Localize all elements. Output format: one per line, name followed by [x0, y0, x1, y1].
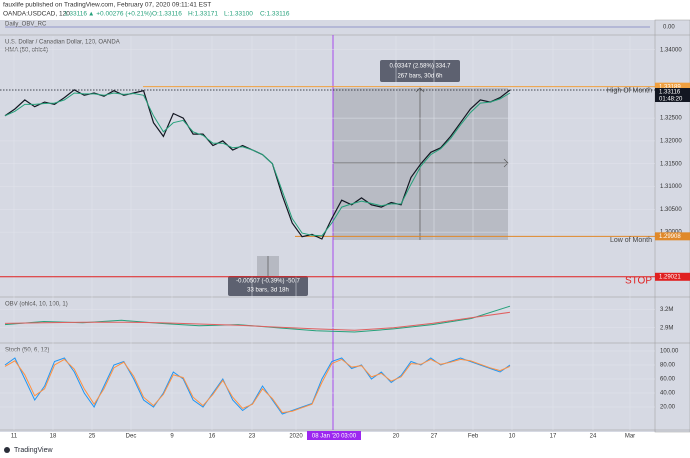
level-label-box [655, 82, 690, 91]
x-tick-label: Feb [468, 434, 479, 440]
y-tick-label: 1.34000 [660, 47, 682, 53]
x-tick-label: 20 [393, 434, 400, 440]
x-tick-label: 23 [249, 434, 256, 440]
change: ▲ +0.00276 (+0.21%) [88, 11, 152, 18]
x-tick-label: 24 [590, 434, 597, 440]
cursor-label: 08 Jan '20 03:00 [312, 434, 357, 440]
x-tick-label: 17 [550, 434, 557, 440]
footer-brand: TradingView [14, 447, 53, 454]
pane-title: U.S. Dollar / Canadian Dollar, 120, OAND… [5, 40, 120, 46]
pane-title: Stoch (50, 6, 12) [5, 348, 49, 354]
pane-title: OBV (ohlc4, 10, 100, 1) [5, 302, 68, 308]
measure-arrow-head [503, 158, 509, 168]
high: H:1.33171 [188, 11, 218, 18]
x-tick-label: 10 [509, 434, 516, 440]
y-tick-label: 1.32000 [660, 138, 682, 144]
measure-label: 33 bars, 3d 18h [247, 288, 289, 294]
y-tick-label: 1.32500 [660, 116, 682, 122]
series-line [4, 358, 511, 414]
plot-area [0, 20, 655, 432]
level-label: 1.29021 [659, 274, 681, 280]
series-line [4, 92, 511, 237]
level-label-box [655, 272, 690, 281]
level-label-box [655, 232, 690, 241]
measure-label: 0.03347 (2.58%) 334.7 [389, 64, 451, 70]
x-tick-label: 18 [50, 434, 57, 440]
publisher: fauxlife published on TradingView.com, F… [3, 2, 211, 9]
measure-label: 267 bars, 30d 6h [397, 74, 442, 80]
countdown-label: 01:48:20 [659, 97, 683, 103]
y-tick-label: 80.00 [660, 363, 676, 369]
level-annotation: High Of Month [607, 88, 652, 95]
y-tick-label: 2.9M [660, 325, 673, 331]
low: L:1.33100 [224, 11, 253, 18]
price: 1.33116 [64, 11, 87, 18]
y-tick-label: 100.00 [660, 349, 679, 355]
measure-label-box [228, 276, 308, 296]
y-tick-label: 1.30500 [660, 207, 682, 213]
measure-label-box [380, 60, 460, 82]
x-tick-label: 27 [431, 434, 438, 440]
last-price-label: 1.33116 [659, 90, 681, 96]
level-annotation: STOP [625, 275, 652, 286]
price-axis [654, 19, 690, 433]
series-line [4, 311, 511, 331]
close: C:1.33116 [260, 11, 290, 18]
y-tick-label: 1.31500 [660, 161, 682, 167]
x-tick-label: Dec [126, 434, 137, 440]
level-label: 1.29908 [659, 234, 681, 240]
y-tick-label: 3.2M [660, 307, 673, 313]
pane-title: HMA (50, ohlc4) [5, 48, 48, 54]
y-tick-label: 20.00 [660, 405, 676, 411]
y-tick-label: 1.31000 [660, 184, 682, 190]
measure-label: -0.00507 (-0.39%) -50.7 [236, 279, 300, 285]
x-tick-label: 16 [209, 434, 216, 440]
y-tick-label: 40.00 [660, 391, 676, 397]
x-tick-label: 11 [11, 434, 18, 440]
symbol: OANDA:USDCAD, 120 [3, 11, 70, 18]
cursor-label-box [307, 431, 361, 440]
x-tick-label: 25 [89, 434, 96, 440]
x-tick-label: 2020 [289, 434, 303, 440]
open: O:1.33116 [152, 11, 182, 18]
last-price-box [655, 88, 690, 103]
measure-arrow-head [415, 87, 425, 93]
level-label: 1.33189 [659, 84, 681, 90]
top-pane-label: Daily_OBV_RC [5, 22, 47, 28]
x-tick-label: 9 [170, 434, 174, 440]
x-tick-label: Mar [625, 434, 635, 440]
footer-logo [4, 447, 10, 453]
top-pane-axis: 0.00 [663, 25, 675, 31]
y-tick-label: 60.00 [660, 377, 676, 383]
level-annotation: Low of Month [610, 237, 652, 244]
